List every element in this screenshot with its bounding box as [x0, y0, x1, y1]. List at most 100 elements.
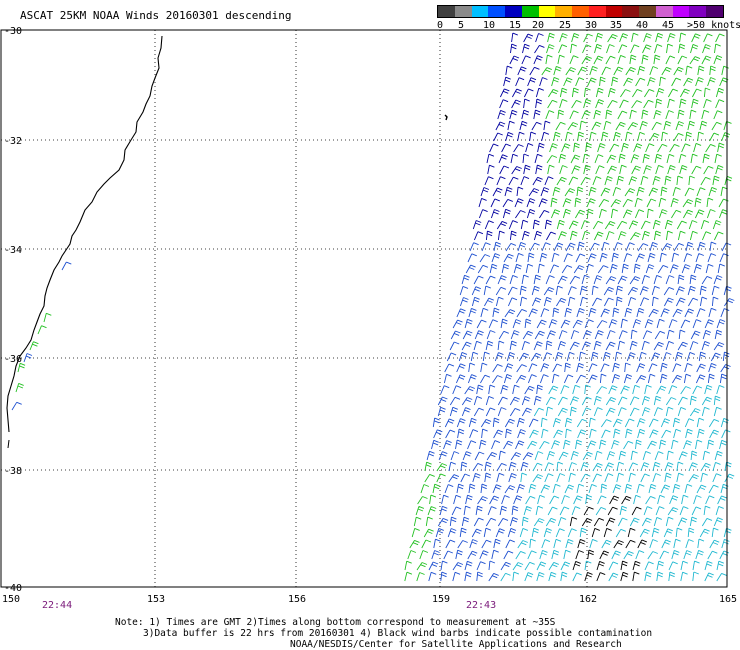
wind-barb: [639, 286, 649, 296]
wind-barb: [699, 296, 708, 307]
wind-barb: [642, 330, 652, 340]
wind-barb: [716, 319, 726, 329]
wind-barb: [684, 308, 694, 318]
wind-barb: [594, 330, 604, 340]
wind-barb: [520, 472, 528, 483]
wind-barb: [553, 242, 564, 252]
legend-label: 30: [585, 20, 598, 31]
wind-barb: [623, 77, 634, 87]
wind-barb: [476, 561, 486, 571]
wind-barb: [474, 451, 485, 461]
wind-barb: [663, 120, 672, 131]
wind-barb: [680, 319, 691, 329]
wind-barb: [714, 329, 723, 340]
wind-barb: [591, 285, 599, 296]
wind-barb: [679, 506, 689, 516]
wind-barb: [599, 252, 608, 263]
wind-barb: [688, 175, 695, 186]
wind-barb: [708, 307, 717, 318]
wind-barb: [571, 165, 581, 175]
wind-barb: [548, 561, 559, 571]
wind-barb: [487, 506, 497, 516]
wind-barb: [501, 263, 510, 274]
wind-barb: [465, 264, 476, 274]
wind-barb: [628, 472, 636, 483]
wind-barb: [632, 571, 640, 582]
wind-barb: [601, 539, 612, 549]
wind-barb: [642, 44, 652, 54]
wind-barb: [469, 539, 478, 549]
latitude-label: -34: [4, 245, 22, 256]
wind-barb: [582, 153, 590, 164]
wind-barb: [562, 198, 572, 208]
wind-barb: [583, 87, 591, 98]
wind-barb: [593, 55, 604, 65]
wind-barb: [667, 507, 679, 516]
latitude-label: -36: [4, 354, 22, 365]
wind-barb: [517, 540, 528, 549]
wind-barb: [525, 142, 534, 153]
wind-barb: [521, 274, 529, 285]
wind-barb: [497, 109, 506, 120]
wind-barb: [472, 462, 483, 472]
wind-barb: [713, 110, 723, 120]
wind-barb: [700, 462, 711, 472]
wind-barb: [535, 98, 543, 109]
wind-barb: [608, 385, 618, 395]
wind-barb: [587, 253, 597, 263]
wind-barb: [724, 175, 733, 186]
wind-barb: [557, 516, 567, 527]
wind-barb: [509, 340, 517, 351]
wind-barb: [620, 318, 628, 329]
wind-barb: [647, 440, 657, 450]
wind-barb: [479, 254, 491, 263]
wind-barb: [569, 55, 579, 65]
wind-barb: [43, 312, 52, 323]
wind-barb: [459, 297, 469, 307]
wind-barb: [593, 517, 605, 527]
wind-barb: [537, 142, 545, 153]
wind-barb: [593, 340, 602, 351]
wind-barb: [658, 209, 668, 219]
wind-barb: [709, 65, 716, 76]
wind-barb: [559, 87, 568, 98]
wind-barb: [581, 341, 591, 351]
wind-barb: [672, 308, 683, 318]
wind-barb: [551, 549, 560, 560]
wind-barb: [496, 176, 506, 186]
wind-barb: [567, 528, 577, 538]
wind-barb: [472, 220, 482, 230]
wind-barb: [531, 121, 542, 131]
wind-barb: [583, 506, 594, 516]
wind-barb: [618, 153, 626, 164]
wind-barb: [563, 77, 573, 87]
wind-barb: [504, 418, 515, 428]
wind-barb: [718, 209, 728, 219]
wind-barb: [617, 407, 627, 417]
wind-barb: [544, 219, 552, 230]
wind-barb: [516, 364, 527, 373]
wind-barb: [580, 462, 589, 472]
wind-barb: [599, 550, 609, 560]
wind-barb: [704, 384, 713, 395]
wind-barb: [529, 242, 540, 252]
wind-barb: [556, 219, 565, 230]
wind-barb: [539, 549, 548, 560]
wind-barb: [647, 252, 656, 263]
wind-barb: [533, 274, 541, 285]
wind-barb: [648, 187, 659, 197]
legend-swatch: [471, 6, 489, 17]
wind-barb: [680, 88, 690, 98]
wind-barb: [600, 308, 610, 318]
wind-barb: [644, 561, 654, 571]
wind-barb: [655, 87, 665, 98]
wind-barb: [501, 495, 510, 505]
wind-barb: [607, 506, 618, 516]
wind-barb: [706, 209, 716, 219]
wind-barb: [547, 164, 555, 175]
wind-barb: [594, 43, 603, 54]
wind-barb: [493, 241, 501, 252]
wind-barb: [492, 417, 500, 428]
wind-barb: [486, 451, 498, 461]
wind-barb: [645, 264, 655, 274]
